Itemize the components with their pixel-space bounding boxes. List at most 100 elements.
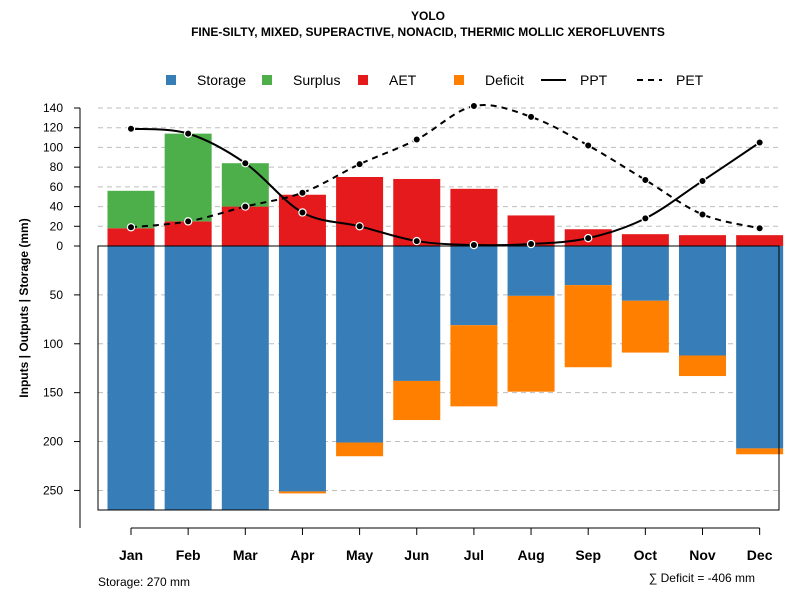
surplus-bar <box>107 190 155 229</box>
pet-point <box>298 188 307 197</box>
ppt-line <box>130 127 761 247</box>
deficit-bar <box>621 300 669 353</box>
pet-point <box>412 135 421 144</box>
pet-point <box>698 210 707 219</box>
ppt-point <box>755 138 764 147</box>
legend-label-deficit: Deficit <box>485 72 524 88</box>
aet-bar <box>736 235 784 246</box>
deficit-bar <box>507 295 555 392</box>
pet-point <box>469 101 479 111</box>
storage-bar <box>679 246 726 356</box>
deficit-bar <box>736 448 784 455</box>
surplus-bar <box>221 163 269 207</box>
y-tick-label: 150 <box>43 386 63 400</box>
surplus-bar <box>164 133 212 222</box>
deficit-bar <box>450 325 498 407</box>
ppt-point <box>355 222 364 231</box>
storage-bar <box>107 246 155 510</box>
y-tick-label: 50 <box>50 288 64 302</box>
x-tick-label: Oct <box>634 547 658 563</box>
x-tick-label: Jan <box>119 547 143 563</box>
legend-label-aet: AET <box>389 72 417 88</box>
pet-point <box>526 112 536 122</box>
storage-bar <box>221 246 269 510</box>
pet-point <box>355 159 364 169</box>
legend-label-storage: Storage <box>197 72 246 88</box>
pet-point <box>641 175 650 185</box>
y-tick-label: 60 <box>50 180 64 194</box>
y-tick-label: 120 <box>43 121 63 135</box>
aet-bar <box>679 235 726 246</box>
aet-bar <box>393 178 441 246</box>
legend-swatch-storage <box>166 75 176 85</box>
y-tick-label: 100 <box>43 337 63 351</box>
pet-point <box>126 223 136 232</box>
legend: Storage Surplus AET Deficit PPT PET <box>166 72 704 88</box>
legend-swatch-aet <box>358 75 368 85</box>
ppt-point <box>698 176 707 186</box>
y-tick-label: 40 <box>50 200 64 214</box>
x-tick-label: Feb <box>176 547 201 563</box>
legend-swatch-surplus <box>262 75 272 85</box>
storage-bar <box>621 246 669 301</box>
storage-bar <box>450 246 498 326</box>
legend-swatch-deficit <box>454 75 464 85</box>
x-tick-label: Aug <box>517 547 544 563</box>
chart-title: YOLO <box>411 9 445 23</box>
pet-point <box>183 217 193 226</box>
x-tick-label: Dec <box>747 547 773 563</box>
y-axis-label: Inputs | Outputs | Storage (mm) <box>17 218 31 397</box>
x-tick-label: Jun <box>404 547 429 563</box>
y-tick-label: 80 <box>50 160 64 174</box>
bars <box>107 133 784 510</box>
storage-bar <box>564 246 612 286</box>
x-tick-label: Mar <box>233 547 258 563</box>
ppt-point <box>412 236 421 246</box>
y-tick-label: 20 <box>50 219 64 233</box>
series-lines <box>126 101 764 250</box>
legend-label-surplus: Surplus <box>293 72 340 88</box>
ppt-point <box>126 124 136 133</box>
storage-bar <box>736 246 784 449</box>
deficit-footnote: ∑ Deficit = -406 mm <box>649 571 755 585</box>
storage-bar <box>393 246 441 381</box>
legend-label-ppt: PPT <box>580 72 608 88</box>
x-tick-label: Nov <box>689 547 716 563</box>
aet-bar <box>450 188 498 246</box>
ppt-point <box>298 208 307 217</box>
y-tick-label: 100 <box>43 140 63 154</box>
y-tick-label: 140 <box>43 101 63 115</box>
deficit-bar <box>679 355 726 377</box>
storage-bar <box>336 246 384 443</box>
deficit-bar <box>336 442 384 457</box>
legend-label-pet: PET <box>676 72 704 88</box>
x-tick-label: Apr <box>290 547 315 563</box>
ppt-point <box>526 239 536 249</box>
pet-line <box>130 104 760 230</box>
aet-bar <box>221 206 269 246</box>
y-tick-label: 250 <box>43 483 63 497</box>
storage-footnote: Storage: 270 mm <box>98 575 190 589</box>
y-tick-label: 200 <box>43 435 63 449</box>
deficit-bar <box>278 491 326 494</box>
aet-bar <box>278 194 326 246</box>
ppt-point <box>641 214 650 223</box>
storage-bar <box>164 246 212 510</box>
pet-point <box>241 202 250 211</box>
deficit-bar <box>564 285 612 368</box>
aet-bar <box>621 234 669 246</box>
y-tick-label: 0 <box>56 239 63 253</box>
ppt-point <box>469 240 479 250</box>
chart-subtitle: FINE-SILTY, MIXED, SUPERACTIVE, NONACID,… <box>191 25 665 39</box>
pet-point <box>584 141 593 150</box>
aet-bar <box>107 228 155 246</box>
deficit-bar <box>393 380 441 421</box>
x-tick-label: May <box>346 547 373 563</box>
storage-bar <box>507 246 555 296</box>
pet-point <box>755 224 764 233</box>
axes: 0 20 40 60 80 100 120 140 50 100 150 200 250 Jan Feb Ma… <box>43 101 780 563</box>
ppt-point <box>584 233 593 243</box>
aet-bar <box>336 177 384 246</box>
x-tick-label: Sep <box>575 547 601 563</box>
